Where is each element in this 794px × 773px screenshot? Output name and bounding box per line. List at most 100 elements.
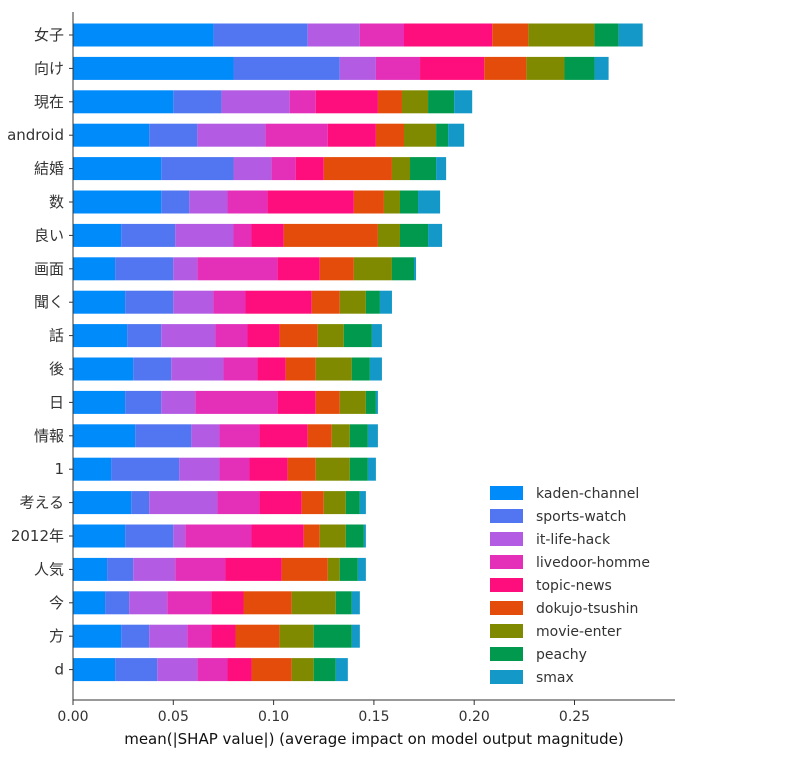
bar-segment-movie-enter	[279, 624, 314, 648]
bar-segment-topic-news	[247, 324, 280, 348]
bar-segment-dokujo-tsushin	[301, 491, 324, 515]
bar-segment-peachy	[345, 491, 360, 515]
bar-segment-sports-watch	[135, 424, 192, 448]
bar-segment-dokujo-tsushin	[303, 524, 320, 548]
bar-segment-it-life-hack	[233, 157, 272, 181]
bar-segment-smax	[594, 56, 609, 80]
bar-segment-kaden-channel	[73, 591, 106, 615]
bar-segment-kaden-channel	[73, 357, 134, 381]
bar-segment-peachy	[365, 390, 376, 414]
y-tick-label: 今	[49, 594, 64, 612]
bar-segment-kaden-channel	[73, 557, 108, 581]
bar-segment-dokujo-tsushin	[315, 390, 340, 414]
bar-segment-movie-enter	[327, 557, 340, 581]
bar-segment-movie-enter	[526, 56, 565, 80]
bar-segment-kaden-channel	[73, 624, 122, 648]
bar-segment-it-life-hack	[173, 290, 214, 314]
bar-segment-dokujo-tsushin	[375, 123, 404, 147]
bar-segment-dokujo-tsushin	[235, 624, 280, 648]
bar-segment-smax	[363, 524, 366, 548]
bar-segment-peachy	[436, 123, 449, 147]
bar-segment-sports-watch	[173, 90, 222, 114]
bar-segment-kaden-channel	[73, 324, 128, 348]
bar-segment-smax	[375, 390, 378, 414]
bar-segment-sports-watch	[233, 56, 340, 80]
bar-segment-it-life-hack	[149, 624, 188, 648]
bar-segment-smax	[428, 223, 443, 247]
bar-segment-kaden-channel	[73, 257, 116, 281]
bar-segment-smax	[379, 290, 392, 314]
bar-segment-topic-news	[259, 424, 308, 448]
y-tick-label: 情報	[34, 427, 64, 445]
bar-segment-it-life-hack	[221, 90, 290, 114]
bar-segment-peachy	[399, 190, 419, 214]
bar-segment-dokujo-tsushin	[283, 223, 378, 247]
bar-segment-livedoor-homme	[227, 190, 268, 214]
bar-segment-livedoor-homme	[195, 390, 278, 414]
legend-label-smax: smax	[536, 670, 574, 686]
bar-segment-smax	[618, 23, 643, 47]
bar-segment-sports-watch	[161, 157, 234, 181]
bar-segment-kaden-channel	[73, 424, 136, 448]
bar-segment-it-life-hack	[191, 424, 220, 448]
bar-segment-dokujo-tsushin	[287, 457, 316, 481]
legend-swatch-it-life-hack	[490, 532, 523, 546]
bar-segment-sports-watch	[127, 324, 162, 348]
bar-segment-it-life-hack	[197, 123, 266, 147]
bar-segment-kaden-channel	[73, 290, 126, 314]
y-tick-label: 女子	[34, 26, 64, 44]
bar-segment-kaden-channel	[73, 23, 214, 47]
bar-segment-sports-watch	[149, 123, 198, 147]
legend-label-kaden-channel: kaden-channel	[536, 486, 639, 502]
bar-segment-dokujo-tsushin	[251, 658, 292, 682]
legend-swatch-livedoor-homme	[490, 555, 523, 569]
bar-segment-topic-news	[211, 624, 236, 648]
bar-segment-movie-enter	[315, 457, 350, 481]
legend-label-peachy: peachy	[536, 647, 587, 663]
bar-segment-topic-news	[211, 591, 244, 615]
x-tick-label: 0.10	[258, 709, 289, 725]
bar-segment-smax	[357, 557, 366, 581]
bar-segment-movie-enter	[403, 123, 437, 147]
bar-segment-dokujo-tsushin	[323, 157, 392, 181]
bar-segment-peachy	[345, 524, 364, 548]
y-tick-label: 話	[49, 327, 64, 345]
bar-segment-peachy	[343, 324, 372, 348]
bar-segment-livedoor-homme	[359, 23, 404, 47]
bar-segment-peachy	[349, 424, 368, 448]
x-tick-label: 0.05	[158, 709, 189, 725]
bar-segment-movie-enter	[401, 90, 429, 114]
bar-segment-movie-enter	[331, 424, 350, 448]
legend-swatch-dokujo-tsushin	[490, 601, 523, 615]
bar-segment-peachy	[365, 290, 380, 314]
bar-segment-kaden-channel	[73, 190, 162, 214]
bar-segment-livedoor-homme	[219, 457, 250, 481]
bar-segment-sports-watch	[111, 457, 180, 481]
bar-segment-dokujo-tsushin	[285, 357, 316, 381]
bar-segment-livedoor-homme	[185, 524, 252, 548]
bar-segment-peachy	[594, 23, 619, 47]
legend-label-topic-news: topic-news	[536, 578, 612, 594]
bar-segment-topic-news	[267, 190, 354, 214]
bar-segment-it-life-hack	[133, 557, 176, 581]
y-tick-label: 人気	[34, 560, 64, 578]
bar-segment-topic-news	[251, 524, 304, 548]
bar-segment-kaden-channel	[73, 123, 150, 147]
bar-segment-sports-watch	[125, 524, 174, 548]
bar-segment-topic-news	[403, 23, 493, 47]
legend-swatch-topic-news	[490, 578, 523, 592]
bar-segment-dokujo-tsushin	[307, 424, 332, 448]
bar-segment-dokujo-tsushin	[279, 324, 318, 348]
bar-segment-sports-watch	[115, 257, 174, 281]
bar-segment-movie-enter	[315, 357, 352, 381]
bar-segment-dokujo-tsushin	[492, 23, 529, 47]
bar-segment-sports-watch	[125, 390, 162, 414]
y-tick-label: 結婚	[34, 160, 64, 178]
y-tick-label: 2012年	[11, 527, 64, 545]
bar-segment-smax	[454, 90, 473, 114]
bar-segment-dokujo-tsushin	[484, 56, 527, 80]
bar-segment-topic-news	[327, 123, 376, 147]
bar-segment-kaden-channel	[73, 157, 162, 181]
